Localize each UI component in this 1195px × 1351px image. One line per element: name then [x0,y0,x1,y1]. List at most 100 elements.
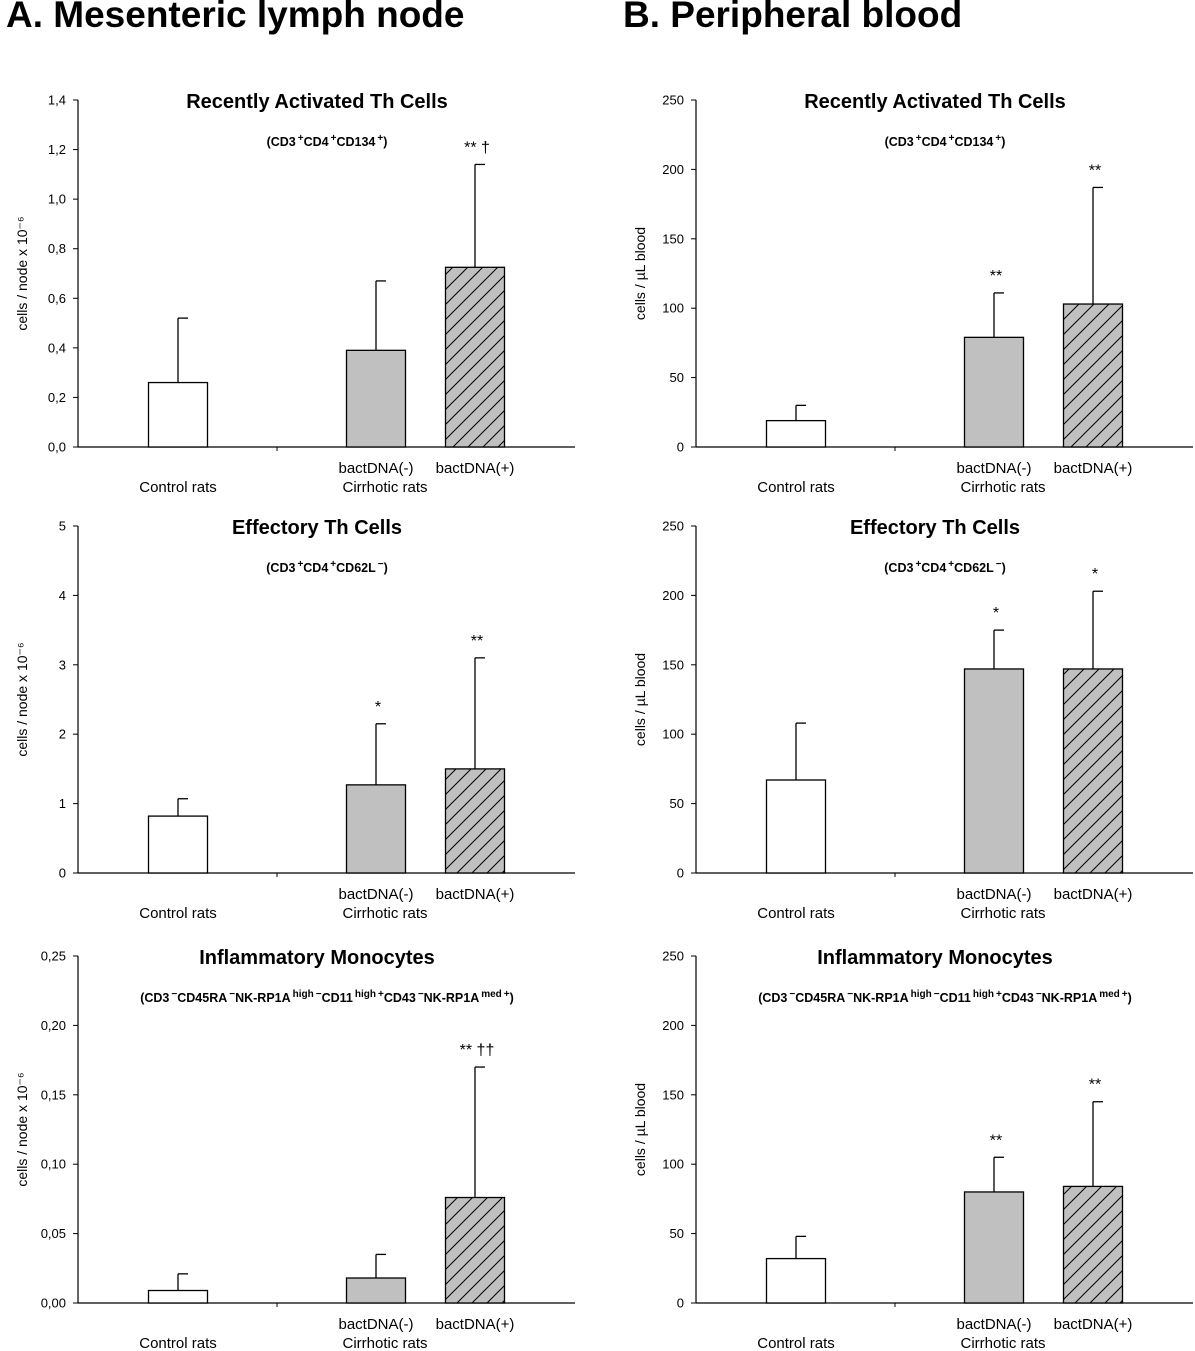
y-tick-label: 250 [662,93,684,108]
chart-title: Effectory Th Cells [232,517,402,539]
y-tick-label: 100 [662,727,684,742]
y-tick-label: 150 [662,231,684,246]
y-tick-label: 0 [677,1296,684,1311]
y-tick-label: 0,0 [48,440,66,455]
significance-label: ** † [464,139,490,156]
y-axis-label: cells / node x 10⁻⁶ [14,1072,30,1186]
y-tick-label: 0,15 [41,1087,66,1102]
y-axis-label: cells / µL blood [632,1083,648,1176]
significance-label: * [1092,566,1098,583]
chart-title: Inflammatory Monocytes [817,947,1053,969]
significance-label: ** †† [460,1042,495,1059]
chart-B3: 0 50 100 150 200 250 cells / µL blood Inflammat… [632,947,1193,1351]
y-tick-label: 50 [670,1226,684,1241]
category-label: bactDNA(-) [956,1316,1031,1333]
category-label: bactDNA(-) [956,886,1031,903]
significance-label: * [993,605,999,622]
y-tick-label: 0 [677,866,684,881]
category-label: Control rats [757,905,835,922]
group-label: Cirrhotic rats [342,479,427,496]
y-tick-label: 3 [59,657,66,672]
y-tick-label: 200 [662,588,684,603]
y-tick-label: 0,2 [48,390,66,405]
significance-label: ** [1089,162,1101,179]
group-label: Cirrhotic rats [342,1335,427,1351]
y-tick-label: 100 [662,1157,684,1172]
chart-title: Effectory Th Cells [850,517,1020,539]
chart-subtitle: (CD3 −CD45RA −NK-RP1A high −CD11 high +CD43 −NK… [140,989,514,1006]
chart-B2: 0 50 100 150 200 250 cells / µL blood Effectory… [632,517,1193,922]
chart-subtitle: (CD3 +CD4 +CD134 +) [267,133,388,150]
chart-title: Recently Activated Th Cells [186,91,448,113]
y-tick-label: 50 [670,370,684,385]
section-title-a: A. Mesenteric lymph node [6,0,465,35]
y-tick-label: 4 [59,588,66,603]
chart-B1: 0 50 100 150 200 250 cells / µL blood Recently … [632,91,1193,496]
category-label: bactDNA(-) [338,460,413,477]
y-tick-label: 0 [677,440,684,455]
category-label: Control rats [139,479,217,496]
y-tick-label: 0,20 [41,1018,66,1033]
y-tick-label: 1,0 [48,192,66,207]
bar [345,349,407,448]
significance-label: * [375,699,381,716]
category-label: bactDNA(-) [956,460,1031,477]
y-tick-label: 0,8 [48,241,66,256]
y-tick-label: 0,00 [41,1296,66,1311]
y-tick-label: 100 [662,301,684,316]
category-label: bactDNA(-) [338,1316,413,1333]
y-tick-label: 1 [59,796,66,811]
chart-subtitle: (CD3 +CD4 +CD62L −) [266,559,388,576]
bar [765,1257,827,1304]
y-axis-label: cells / node x 10⁻⁶ [14,642,30,756]
bar [1062,303,1124,448]
chart-A2: 0 1 2 3 4 5 cells / node x 10⁻⁶ Effectory Th Ce… [14,517,575,922]
bar [345,784,407,874]
category-label: bactDNA(+) [1054,886,1133,903]
significance-label: ** [1089,1077,1101,1094]
y-tick-label: 200 [662,1018,684,1033]
y-tick-label: 0,05 [41,1226,66,1241]
chart-A1: 0,0 0,2 0,4 0,6 0,8 1,0 1,2 1,4 cells / node x 1… [14,91,575,496]
bar [963,1191,1025,1304]
category-label: bactDNA(+) [1054,1316,1133,1333]
bar [765,419,827,448]
category-label: bactDNA(+) [1054,460,1133,477]
y-tick-label: 0,25 [41,949,66,964]
category-label: bactDNA(-) [338,886,413,903]
bar [963,336,1025,448]
chart-A3: 0,00 0,05 0,10 0,15 0,20 0,25 cells / node x 1… [14,947,575,1351]
y-tick-label: 0 [59,866,66,881]
significance-label: ** [990,268,1002,285]
category-label: bactDNA(+) [436,1316,515,1333]
category-label: bactDNA(+) [436,886,515,903]
y-tick-label: 0,4 [48,340,66,355]
bar [1062,1185,1124,1304]
bar [963,668,1025,874]
y-tick-label: 0,10 [41,1157,66,1172]
section-title-b: B. Peripheral blood [623,0,963,35]
group-label: Cirrhotic rats [960,905,1045,922]
y-tick-label: 200 [662,162,684,177]
y-axis-label: cells / µL blood [632,227,648,320]
chart-subtitle: (CD3 +CD4 +CD134 +) [885,133,1006,150]
bar [765,779,827,874]
significance-label: ** [990,1132,1002,1149]
bar [444,1196,506,1304]
category-label: Control rats [139,905,217,922]
y-tick-label: 150 [662,1087,684,1102]
group-label: Cirrhotic rats [960,1335,1045,1351]
bar [147,1289,209,1304]
category-label: bactDNA(+) [436,460,515,477]
bar [345,1277,407,1304]
y-tick-label: 1,2 [48,142,66,157]
group-label: Cirrhotic rats [960,479,1045,496]
chart-title: Inflammatory Monocytes [199,947,435,969]
y-tick-label: 5 [59,519,66,534]
bar [1062,668,1124,874]
bar [444,768,506,874]
category-label: Control rats [757,479,835,496]
y-tick-label: 2 [59,727,66,742]
y-axis-label: cells / µL blood [632,653,648,746]
y-tick-label: 250 [662,949,684,964]
